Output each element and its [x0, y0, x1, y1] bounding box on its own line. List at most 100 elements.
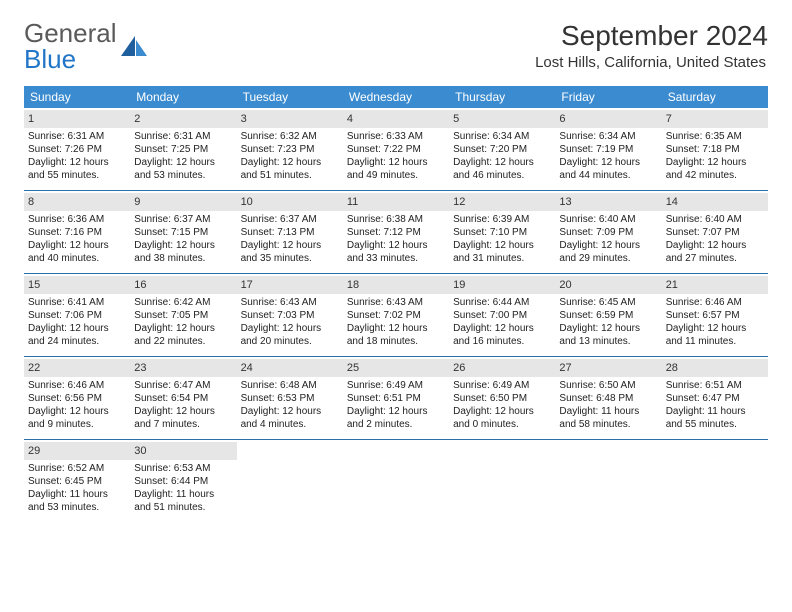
sunrise-text: Sunrise: 6:38 AM [347, 213, 445, 226]
day-number-bar: 3 [237, 110, 343, 128]
day-number: 29 [28, 445, 40, 457]
day-cell: 6 Sunrise: 6:34 AMSunset: 7:19 PMDaylight… [555, 108, 661, 190]
day-number: 19 [453, 279, 465, 291]
daylight-text: Daylight: 12 hours and 42 minutes. [666, 156, 764, 182]
daylight-text: Daylight: 11 hours and 53 minutes. [28, 488, 126, 514]
dow-sun: Sunday [24, 86, 130, 108]
sunrise-text: Sunrise: 6:35 AM [666, 130, 764, 143]
day-cell [343, 440, 449, 522]
sunrise-text: Sunrise: 6:46 AM [28, 379, 126, 392]
daylight-text: Daylight: 12 hours and 49 minutes. [347, 156, 445, 182]
day-number-bar: 8 [24, 193, 130, 211]
daylight-text: Daylight: 12 hours and 13 minutes. [559, 322, 657, 348]
day-number: 27 [559, 362, 571, 374]
logo-sail-icon [119, 34, 149, 58]
day-cell: 14Sunrise: 6:40 AMSunset: 7:07 PMDayligh… [662, 191, 768, 273]
daylight-text: Daylight: 12 hours and 40 minutes. [28, 239, 126, 265]
calendar: Sunday Monday Tuesday Wednesday Thursday… [24, 86, 768, 522]
daylight-text: Daylight: 12 hours and 2 minutes. [347, 405, 445, 431]
day-number-bar: 20 [555, 276, 661, 294]
sunrise-text: Sunrise: 6:51 AM [666, 379, 764, 392]
sunset-text: Sunset: 7:22 PM [347, 143, 445, 156]
sunrise-text: Sunrise: 6:49 AM [347, 379, 445, 392]
day-number-bar: 11 [343, 193, 449, 211]
day-of-week-row: Sunday Monday Tuesday Wednesday Thursday… [24, 86, 768, 108]
day-number: 6 [559, 113, 565, 125]
sunset-text: Sunset: 6:51 PM [347, 392, 445, 405]
daylight-text: Daylight: 12 hours and 7 minutes. [134, 405, 232, 431]
sunset-text: Sunset: 6:50 PM [453, 392, 551, 405]
sunrise-text: Sunrise: 6:33 AM [347, 130, 445, 143]
day-cell: 20Sunrise: 6:45 AMSunset: 6:59 PMDayligh… [555, 274, 661, 356]
day-cell [662, 440, 768, 522]
day-number-bar: 5 [449, 110, 555, 128]
daylight-text: Daylight: 12 hours and 46 minutes. [453, 156, 551, 182]
day-number: 8 [28, 196, 34, 208]
day-cell [449, 440, 555, 522]
day-cell: 26Sunrise: 6:49 AMSunset: 6:50 PMDayligh… [449, 357, 555, 439]
sunrise-text: Sunrise: 6:50 AM [559, 379, 657, 392]
sunrise-text: Sunrise: 6:45 AM [559, 296, 657, 309]
sunset-text: Sunset: 6:57 PM [666, 309, 764, 322]
day-number: 15 [28, 279, 40, 291]
daylight-text: Daylight: 12 hours and 33 minutes. [347, 239, 445, 265]
sunrise-text: Sunrise: 6:39 AM [453, 213, 551, 226]
day-number-bar: 19 [449, 276, 555, 294]
day-cell: 30Sunrise: 6:53 AMSunset: 6:44 PMDayligh… [130, 440, 236, 522]
sunset-text: Sunset: 6:45 PM [28, 475, 126, 488]
sunset-text: Sunset: 7:19 PM [559, 143, 657, 156]
day-number: 16 [134, 279, 146, 291]
day-cell: 2Sunrise: 6:31 AMSunset: 7:25 PMDaylight… [130, 108, 236, 190]
sunset-text: Sunset: 7:26 PM [28, 143, 126, 156]
sunrise-text: Sunrise: 6:40 AM [666, 213, 764, 226]
sunrise-text: Sunrise: 6:37 AM [134, 213, 232, 226]
dow-tue: Tuesday [237, 86, 343, 108]
day-number: 22 [28, 362, 40, 374]
sunset-text: Sunset: 7:12 PM [347, 226, 445, 239]
day-number-bar: 7 [662, 110, 768, 128]
day-number: 20 [559, 279, 571, 291]
day-number-bar: 27 [555, 359, 661, 377]
sunset-text: Sunset: 7:13 PM [241, 226, 339, 239]
logo-text: General Blue [24, 20, 117, 72]
day-number-bar: 6 [555, 110, 661, 128]
day-number: 11 [347, 196, 358, 208]
day-number: 1 [28, 113, 34, 125]
title-block: September 2024 Lost Hills, California, U… [535, 20, 768, 71]
sunset-text: Sunset: 7:06 PM [28, 309, 126, 322]
day-number: 23 [134, 362, 146, 374]
sunrise-text: Sunrise: 6:34 AM [453, 130, 551, 143]
sunrise-text: Sunrise: 6:41 AM [28, 296, 126, 309]
daylight-text: Daylight: 12 hours and 9 minutes. [28, 405, 126, 431]
daylight-text: Daylight: 12 hours and 55 minutes. [28, 156, 126, 182]
day-number: 21 [666, 279, 678, 291]
day-cell: 27Sunrise: 6:50 AMSunset: 6:48 PMDayligh… [555, 357, 661, 439]
daylight-text: Daylight: 12 hours and 44 minutes. [559, 156, 657, 182]
week-row: 8Sunrise: 6:36 AMSunset: 7:16 PMDaylight… [24, 191, 768, 274]
daylight-text: Daylight: 12 hours and 35 minutes. [241, 239, 339, 265]
day-number-bar: 26 [449, 359, 555, 377]
sunrise-text: Sunrise: 6:52 AM [28, 462, 126, 475]
daylight-text: Daylight: 12 hours and 22 minutes. [134, 322, 232, 348]
logo: General Blue [24, 20, 149, 72]
day-number-bar: 24 [237, 359, 343, 377]
day-number: 2 [134, 113, 140, 125]
day-number: 12 [453, 196, 465, 208]
day-cell: 12Sunrise: 6:39 AMSunset: 7:10 PMDayligh… [449, 191, 555, 273]
day-cell: 11 Sunrise: 6:38 AMSunset: 7:12 PMDayligh… [343, 191, 449, 273]
sunset-text: Sunset: 7:10 PM [453, 226, 551, 239]
day-number: 9 [134, 196, 140, 208]
daylight-text: Daylight: 11 hours and 51 minutes. [134, 488, 232, 514]
day-number-bar: 14 [662, 193, 768, 211]
day-number: 5 [453, 113, 459, 125]
sunrise-text: Sunrise: 6:47 AM [134, 379, 232, 392]
day-number-bar: 29 [24, 442, 130, 460]
sunrise-text: Sunrise: 6:34 AM [559, 130, 657, 143]
week-row: 1Sunrise: 6:31 AMSunset: 7:26 PMDaylight… [24, 108, 768, 191]
sunset-text: Sunset: 6:54 PM [134, 392, 232, 405]
day-cell: 7Sunrise: 6:35 AMSunset: 7:18 PMDaylight… [662, 108, 768, 190]
day-number: 3 [241, 113, 247, 125]
day-number-bar: 9 [130, 193, 236, 211]
day-cell: 13Sunrise: 6:40 AMSunset: 7:09 PMDayligh… [555, 191, 661, 273]
daylight-text: Daylight: 12 hours and 29 minutes. [559, 239, 657, 265]
